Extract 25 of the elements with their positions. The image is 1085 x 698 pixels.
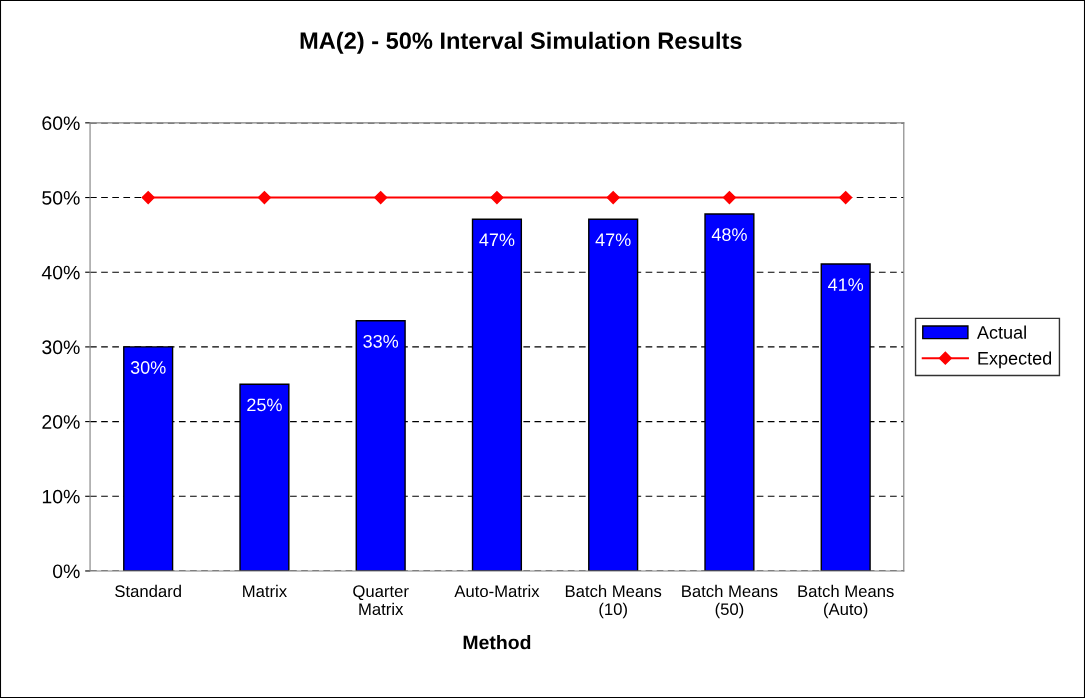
y-tick-label: 20% xyxy=(42,415,80,429)
x-tick-label: Batch Means (50) xyxy=(682,584,778,619)
data-label: 48% xyxy=(711,228,747,241)
data-label: 47% xyxy=(479,233,515,247)
y-tick-label: 60% xyxy=(42,116,80,131)
y-tick-label: 50% xyxy=(42,191,80,205)
data-label: 25% xyxy=(247,398,282,412)
chart-title: MA(2) - 50% Interval Simulation Results xyxy=(300,31,742,54)
x-tick-label: Standard xyxy=(115,584,181,598)
x-axis-title: Method xyxy=(463,635,531,650)
data-label: 33% xyxy=(363,334,399,348)
x-tick-label: Quarter Matrix xyxy=(353,585,409,616)
x-tick-label: Matrix xyxy=(243,584,287,598)
x-tick-label: Auto-Matrix xyxy=(454,584,540,598)
y-tick-label: 30% xyxy=(42,340,80,355)
data-label: 47% xyxy=(595,233,631,247)
x-tick-label: Batch Means (Auto) xyxy=(798,584,894,619)
data-label: 30% xyxy=(130,361,166,374)
legend-label: Expected xyxy=(978,351,1052,369)
y-tick-label: 0% xyxy=(52,564,80,579)
y-tick-label: 40% xyxy=(41,265,80,280)
legend-label: Actual xyxy=(976,325,1026,339)
x-tick-label: Batch Means (10) xyxy=(565,584,662,619)
y-tick-label: 10% xyxy=(42,489,80,504)
data-label: 41% xyxy=(828,278,864,291)
